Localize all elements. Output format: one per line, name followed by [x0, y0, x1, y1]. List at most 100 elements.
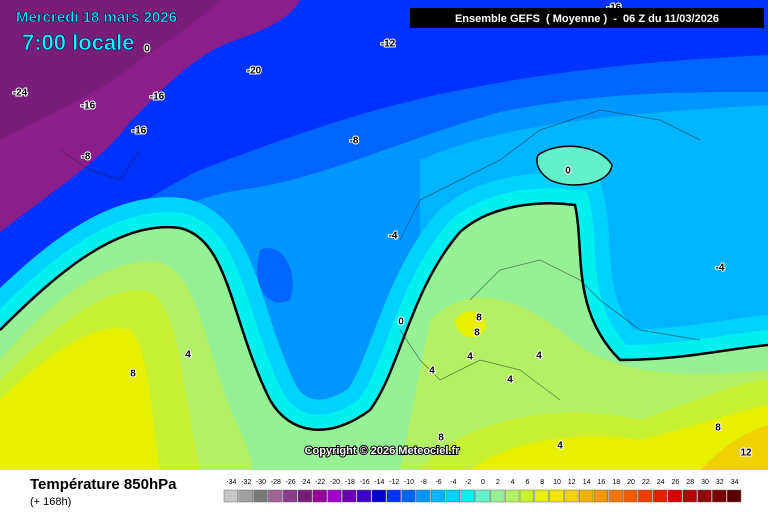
contour-label: 4 — [185, 350, 191, 361]
scale-swatch — [445, 489, 461, 503]
scale-label: 16 — [598, 479, 606, 486]
scale-swatch — [386, 489, 401, 503]
contour-label: 8 — [715, 423, 721, 434]
scale-label: -2 — [465, 479, 471, 486]
contour-label: -4 — [716, 263, 725, 274]
contour-label: 8 — [438, 433, 444, 444]
contour-label: 0 — [565, 166, 571, 177]
contour-label: -12 — [381, 39, 396, 50]
scale-swatch — [578, 489, 594, 503]
scale-swatch — [327, 489, 342, 503]
scale-label: 28 — [686, 479, 694, 486]
scale-swatch — [475, 489, 490, 503]
scale-swatch — [726, 489, 742, 503]
scale-swatch — [223, 489, 239, 503]
scale-label: -24 — [300, 479, 310, 486]
contour-label: 4 — [429, 366, 435, 377]
scale-label: -34 — [226, 479, 236, 486]
contour-label: 4 — [467, 352, 473, 363]
scale-label: -28 — [271, 479, 281, 486]
scale-label: 0 — [481, 479, 485, 486]
scale-swatch — [652, 489, 668, 503]
contour-labels: 0-24-16-16-20-12-16-8-8-160-4-4088484444… — [12, 2, 753, 460]
model-box — [410, 8, 764, 28]
contour-label: 0 — [144, 44, 150, 55]
contour-label: 4 — [557, 441, 563, 452]
scale-label: 4 — [511, 479, 515, 486]
scale-swatch — [564, 489, 579, 503]
scale-label: 30 — [701, 479, 709, 486]
scale-swatch — [519, 489, 535, 503]
scale-swatch — [490, 489, 505, 503]
scale-label: 20 — [627, 479, 635, 486]
scale-swatch — [549, 489, 564, 503]
scale-label: 24 — [657, 479, 665, 486]
scale-label: 10 — [553, 479, 561, 486]
scale-label: -4 — [450, 479, 456, 486]
scale-swatch — [697, 489, 712, 503]
contour-label: -8 — [82, 152, 91, 163]
scale-swatch — [268, 489, 283, 503]
contour-label: -4 — [389, 231, 398, 242]
scale-swatch — [534, 489, 549, 503]
scale-label: -10 — [404, 479, 414, 486]
scale-swatch — [342, 489, 357, 503]
contour-label: -8 — [350, 136, 359, 147]
scale-label: -30 — [256, 479, 266, 486]
contour-label: 12 — [740, 448, 752, 459]
scale-swatch — [638, 489, 653, 503]
contour-label: 4 — [536, 351, 542, 362]
scale-swatch — [430, 489, 446, 503]
scale-label: -22 — [315, 479, 325, 486]
contour-label: 8 — [130, 369, 136, 380]
scale-label: 2 — [496, 479, 500, 486]
scale-swatch — [401, 489, 416, 503]
scale-swatch — [608, 489, 623, 503]
scale-label: 14 — [583, 479, 591, 486]
scale-label: -20 — [330, 479, 340, 486]
scale-swatch — [593, 489, 609, 503]
footer-title: Température 850hPa — [30, 476, 177, 493]
scale-label: 6 — [525, 479, 529, 486]
scale-swatch — [312, 489, 327, 503]
model-info: Ensemble GEFS ( Moyenne ) - 06 Z du 11/0… — [455, 13, 719, 25]
forecast-time: 7:00 locale — [22, 30, 135, 55]
contour-label: -16 — [81, 101, 96, 112]
contour-label: 8 — [474, 328, 480, 339]
scale-label: -26 — [286, 479, 296, 486]
scale-swatch — [623, 489, 638, 503]
contour-label: -24 — [13, 88, 28, 99]
scale-swatch — [297, 489, 313, 503]
scale-swatch — [371, 489, 387, 503]
footer-lead: (+ 168h) — [30, 496, 71, 508]
contour-label: 4 — [507, 375, 513, 386]
scale-label: -18 — [345, 479, 355, 486]
scale-swatch — [356, 489, 372, 503]
scale-label: -8 — [421, 479, 427, 486]
scale-swatch — [238, 489, 253, 503]
scale-label: -32 — [241, 479, 251, 486]
scale-swatch — [416, 489, 431, 503]
scale-swatch — [253, 489, 268, 503]
forecast-date: Mercredi 18 mars 2026 — [16, 9, 177, 26]
scale-label: -6 — [435, 479, 441, 486]
scale-label: 12 — [568, 479, 576, 486]
scale-label: 18 — [612, 479, 620, 486]
scale-swatch — [682, 489, 697, 503]
contour-label: -16 — [132, 126, 147, 137]
contour-label: -16 — [150, 92, 165, 103]
scale-swatch — [667, 489, 683, 503]
scale-label: 22 — [642, 479, 650, 486]
scale-label: 8 — [540, 479, 544, 486]
scale-swatch — [460, 489, 475, 503]
scale-swatch — [712, 489, 727, 503]
color-scale: -34 -32 -30 -28 -26 -24 -22 -20 -18 -16 -14 -12 -10-… — [223, 479, 742, 503]
copyright: Copyright © 2026 Meteociel.fr — [305, 445, 461, 457]
contour-label: -20 — [247, 66, 262, 77]
scale-swatch — [282, 489, 298, 503]
scale-swatch — [504, 489, 520, 503]
scale-label: -16 — [360, 479, 370, 486]
scale-label: 34 — [731, 479, 739, 486]
scale-label: 26 — [672, 479, 680, 486]
